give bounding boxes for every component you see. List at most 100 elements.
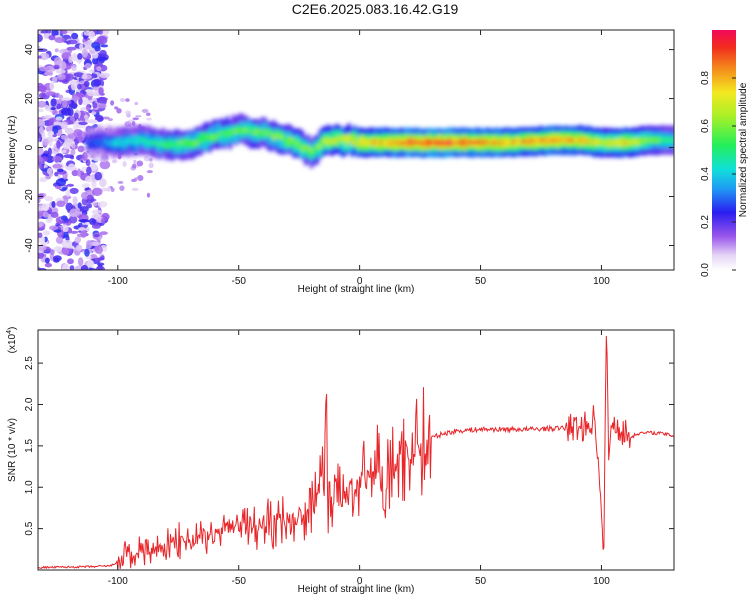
spectrogram-axes: -100 -50 0 50 100 -40 -20 0 20 40 [24, 30, 674, 287]
spectrogram-noise-cell [64, 127, 74, 135]
spectrogram-x-tick-label: 50 [475, 276, 487, 287]
spectrogram-ridge-cell [399, 141, 404, 145]
spectrogram-ridge-cell [312, 151, 317, 156]
spectrogram-noise-cell [49, 81, 55, 91]
spectrogram-noise-cell [52, 163, 63, 169]
spectrogram-ridge-cell [489, 140, 494, 145]
spectrogram-ridge-cell [269, 133, 273, 137]
spectrogram-noise-cell [63, 154, 74, 159]
spectrogram-noise-cell [38, 221, 44, 227]
spectrogram-ridge-cell [446, 140, 450, 145]
spectrogram-noise-cell [100, 44, 109, 48]
spectrogram-noise-cell [134, 101, 139, 106]
spectrogram-noise-cell [99, 49, 107, 57]
spectrogram-ridge-cell [544, 138, 549, 143]
spectrogram-ridge-cell [124, 139, 128, 144]
spectrogram-noise-cell [77, 53, 83, 60]
spectrogram-noise-cell [92, 57, 99, 65]
spectrogram-ridge-cell [274, 129, 279, 139]
spectrogram-ridge-cell [524, 139, 528, 144]
spectrogram-noise-cell [51, 200, 56, 208]
spectrogram-ridge-cell [202, 139, 206, 144]
spectrogram-ridge-cell [182, 141, 186, 146]
spectrogram-noise-cell [44, 104, 49, 112]
spectrogram-ridge-cell [158, 143, 163, 148]
spectrogram-noise-cell [73, 112, 79, 120]
spectrogram-noise-cell [62, 247, 70, 256]
spectrogram-noise-cell [55, 185, 62, 190]
spectrogram-noise-cell [133, 159, 137, 164]
spectrogram-noise-cell [81, 48, 89, 58]
spectrogram-noise-cell [44, 262, 52, 268]
spectrogram-noise-cell [116, 108, 122, 114]
spectrogram-ridge-cell [144, 138, 148, 143]
spectrogram-ridge-cell [350, 133, 354, 143]
spectrogram-noise-cell [106, 186, 112, 192]
spectrogram-noise-cell [61, 149, 67, 154]
spectrogram-noise-cell [77, 145, 85, 153]
spectrogram-noise-cell [98, 87, 104, 96]
spectrogram-ridge-cell [315, 145, 320, 150]
spectrogram-noise-cell [53, 245, 63, 253]
spectrogram-noise-cell [96, 65, 102, 72]
spectrogram-noise-cell [132, 117, 139, 121]
snr-y-multiplier: (x104) [6, 327, 18, 354]
spectrogram-ridge-cell [495, 140, 499, 145]
spectrogram-noise-cell [78, 219, 90, 223]
spectrogram-ridge-cell [541, 138, 546, 143]
spectrogram-ridge-cell [553, 138, 557, 143]
spectrogram-ridge-cell [283, 139, 288, 144]
spectrogram-ridge-cell [318, 144, 322, 149]
spectrogram-ridge-cell [260, 128, 264, 133]
spectrogram-noise-cell [59, 30, 68, 35]
spectrogram-noise-cell [65, 73, 74, 81]
spectrogram-ridge-cell [97, 140, 102, 150]
colorbar-tick-label: 0.8 [700, 71, 711, 85]
spectrogram-ridge-cell [434, 141, 438, 146]
spectrogram-noise-cell [67, 132, 77, 139]
spectrogram-noise-cell [42, 211, 49, 218]
spectrogram-noise-cell [47, 147, 52, 157]
spectrogram-ridge-cell [402, 141, 407, 146]
spectrogram-ridge-cell [565, 138, 569, 143]
spectrogram-noise-cell [84, 248, 90, 257]
spectrogram-ridge-cell [231, 130, 235, 135]
spectrogram-noise-cell [88, 267, 93, 270]
spectrogram-ridge-cell [359, 135, 363, 145]
spectrogram-noise-cell [54, 48, 59, 53]
spectrogram-ridge-cell [457, 140, 462, 145]
spectrogram-ridge-cell [637, 140, 642, 145]
spectrogram-noise-cell [83, 80, 90, 87]
spectrogram-noise-cell [148, 157, 153, 162]
spectrogram-noise-cell [97, 257, 105, 261]
spectrogram-noise-cell [39, 177, 48, 183]
spectrogram-ridge-cell [185, 138, 189, 143]
spectrogram-ridge-cell [170, 143, 174, 147]
spectrogram-noise-cell [54, 65, 60, 70]
spectrogram-ridge-cell [292, 139, 296, 148]
spectrogram-noise-cell [54, 37, 66, 43]
spectrogram-ridge-cell [425, 140, 430, 145]
spectrogram-ridge-cell [167, 138, 172, 148]
spectrogram-ridge-cell [121, 142, 125, 147]
spectrogram-noise-cell [61, 97, 72, 102]
spectrogram-ridge-cell [649, 138, 653, 143]
spectrogram-ridge-cell [254, 129, 259, 134]
spectrogram-ridge-cell [408, 140, 412, 145]
spectrogram-ridge-cell [582, 138, 586, 143]
spectrogram-ridge-cell [475, 139, 479, 144]
spectrogram-noise-cell [71, 32, 79, 40]
spectrogram-ridge-cell [530, 138, 534, 143]
spectrogram-ridge-cell [277, 131, 282, 149]
spectrogram-noise-cell [80, 264, 89, 270]
spectrogram-ridge-cell [463, 140, 468, 145]
spectrogram-noise-cell [101, 97, 107, 106]
snr-y-axis-label: SNR (10 * v/v) [7, 418, 18, 482]
spectrogram-noise-cell [110, 187, 115, 192]
spectrogram-ridge-cell [272, 135, 276, 140]
spectrogram-ridge-cell [646, 138, 650, 143]
spectrogram-ridge-cell [202, 132, 206, 142]
spectrogram-ridge-cell [611, 140, 616, 145]
spectrogram-ridge-cell [550, 138, 555, 143]
spectrogram-y-tick-label: -40 [24, 238, 35, 253]
